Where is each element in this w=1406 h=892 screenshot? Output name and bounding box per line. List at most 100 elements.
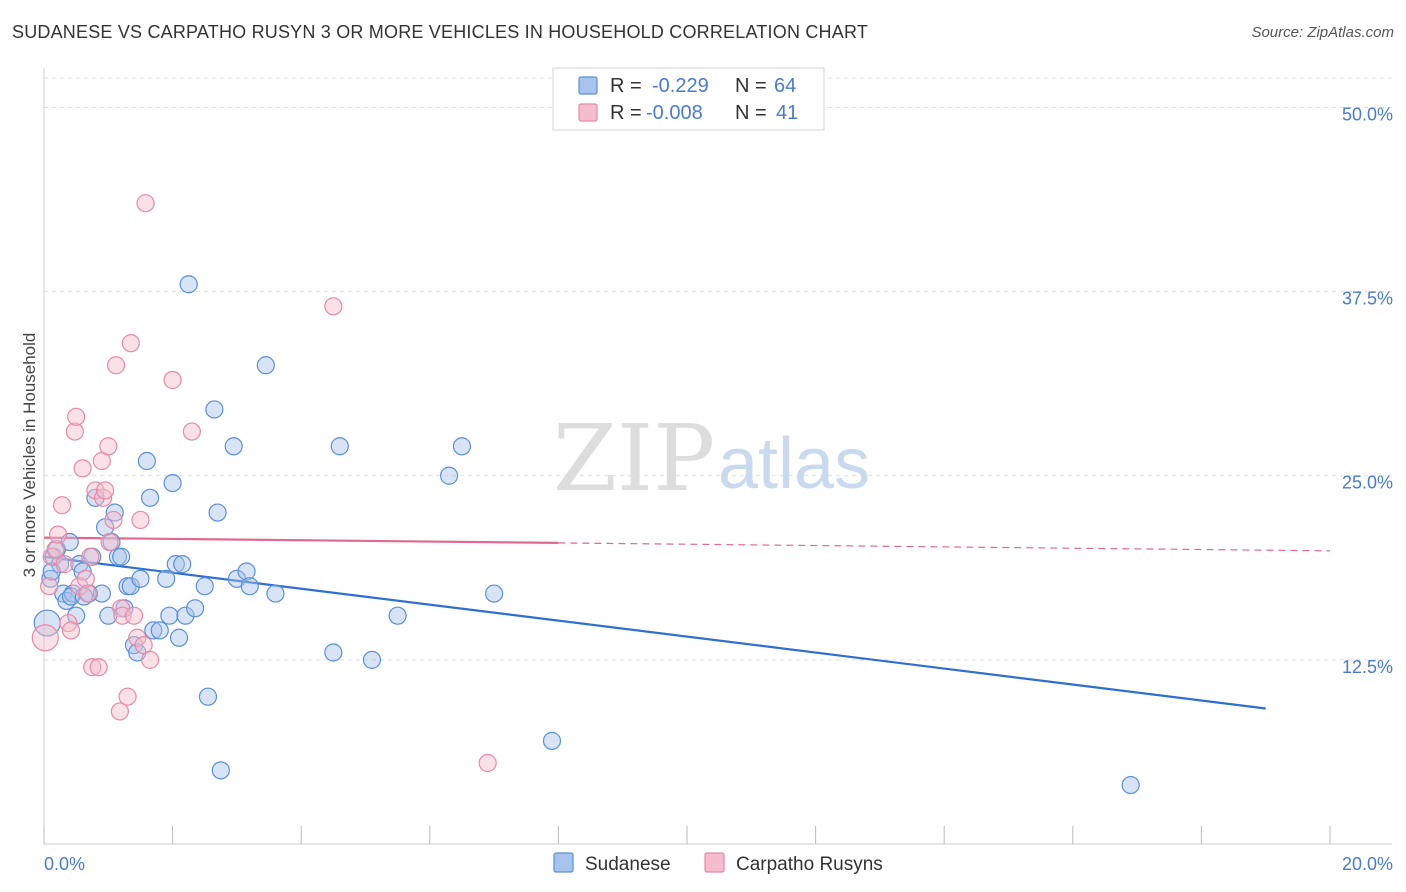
chart-title: SUDANESE VS CARPATHO RUSYN 3 OR MORE VEH… — [12, 22, 869, 42]
legend-bottom-swatch-carpatho — [704, 852, 725, 873]
legend-n-value-0: 64 — [774, 75, 796, 97]
point-carpatho — [49, 525, 68, 544]
trendline-carpatho-solid — [43, 536, 559, 545]
point-sudanese — [452, 437, 472, 456]
trendlines — [43, 536, 1331, 710]
point-carpatho — [106, 356, 126, 375]
point-sudanese — [105, 503, 124, 522]
point-carpatho — [128, 628, 147, 647]
point-sudanese — [237, 562, 256, 581]
point-sudanese — [169, 628, 189, 647]
watermark-zip: ZIP — [553, 405, 715, 512]
point-carpatho — [124, 606, 144, 625]
point-sudanese — [176, 606, 195, 625]
point-carpatho — [324, 297, 343, 316]
x-tick-label-max: 20.0% — [1342, 854, 1393, 874]
point-sudanese — [485, 584, 504, 603]
point-sudanese — [266, 584, 285, 603]
y-tick-label: 37.5% — [1342, 289, 1393, 309]
watermark: ZIP atlas — [553, 405, 870, 512]
legend-bottom: Sudanese Carpatho Rusyns — [553, 852, 883, 875]
point-carpatho — [81, 547, 100, 566]
point-sudanese — [137, 451, 156, 471]
point-carpatho — [95, 481, 115, 500]
point-sudanese — [140, 488, 160, 507]
legend-n-label-1: N = — [735, 102, 767, 124]
y-tick-labels: 12.5% 25.0% 37.5% 50.0% — [1342, 104, 1393, 676]
point-carpatho — [67, 407, 86, 426]
point-carpatho — [65, 422, 84, 441]
point-carpatho — [31, 624, 59, 652]
y-tick-label: 50.0% — [1342, 104, 1393, 124]
x-tick-label-min: 0.0% — [44, 854, 85, 874]
source-note: Source: ZipAtlas.com — [1251, 24, 1394, 41]
point-sudanese — [362, 650, 382, 669]
point-sudanese — [198, 687, 218, 706]
point-sudanese — [388, 606, 407, 625]
data-points — [31, 194, 1140, 795]
point-carpatho — [73, 459, 92, 478]
point-carpatho — [478, 753, 497, 773]
point-sudanese — [330, 437, 349, 456]
point-carpatho — [163, 370, 182, 390]
legend-swatch-carpatho — [578, 103, 598, 122]
point-sudanese — [208, 503, 227, 522]
point-sudanese — [86, 488, 105, 507]
point-carpatho — [78, 584, 97, 603]
point-carpatho — [89, 658, 108, 677]
point-carpatho — [182, 422, 201, 441]
point-carpatho — [55, 555, 74, 574]
point-carpatho — [40, 577, 59, 596]
point-carpatho — [121, 334, 140, 353]
point-sudanese — [542, 731, 562, 750]
trendline-carpatho-dashed — [558, 542, 1331, 552]
point-carpatho — [86, 481, 105, 500]
point-sudanese — [324, 643, 343, 662]
point-sudanese — [131, 569, 150, 588]
point-carpatho — [61, 621, 81, 640]
point-carpatho — [59, 613, 78, 633]
point-carpatho — [118, 687, 137, 706]
x-tick-labels: 0.0% 20.0% — [44, 854, 1393, 874]
point-sudanese — [195, 577, 214, 596]
legend-r-label-1: R = — [610, 102, 642, 124]
point-carpatho — [46, 540, 65, 559]
point-carpatho — [76, 569, 95, 588]
point-carpatho — [99, 437, 118, 456]
point-sudanese — [163, 473, 182, 493]
legend-swatch-sudanese — [578, 76, 598, 95]
point-sudanese — [160, 606, 179, 625]
y-tick-label: 25.0% — [1342, 473, 1393, 493]
legend-box — [552, 67, 825, 131]
point-sudanese — [41, 569, 60, 588]
point-sudanese — [1121, 775, 1140, 795]
point-carpatho — [94, 488, 113, 507]
legend-bottom-swatch-sudanese — [553, 852, 574, 873]
point-sudanese — [186, 599, 205, 618]
legend-r-label-0: R = — [610, 75, 642, 97]
point-sudanese — [166, 555, 185, 574]
watermark-atlas: atlas — [718, 424, 870, 504]
point-carpatho — [140, 650, 160, 669]
legend-r-value-1: -0.008 — [646, 102, 703, 124]
point-sudanese — [92, 584, 111, 603]
point-sudanese — [173, 555, 192, 574]
axes — [43, 68, 1392, 845]
legend-bottom-label-sudanese: Sudanese — [585, 854, 671, 875]
point-sudanese — [224, 437, 243, 456]
legend-top: R = -0.229 N = 64 R = -0.008 N = 41 — [552, 67, 825, 131]
point-sudanese — [112, 547, 131, 566]
point-sudanese — [144, 621, 163, 640]
point-sudanese — [205, 400, 224, 419]
trendline-sudanese — [43, 555, 1266, 710]
point-sudanese — [256, 356, 275, 375]
point-sudanese — [150, 621, 169, 640]
point-carpatho — [104, 510, 123, 530]
legend-bottom-label-carpatho: Carpatho Rusyns — [736, 854, 883, 875]
point-sudanese — [157, 569, 176, 588]
point-sudanese — [211, 761, 230, 780]
point-carpatho — [136, 194, 155, 213]
point-sudanese — [240, 577, 259, 596]
point-sudanese — [439, 466, 459, 485]
